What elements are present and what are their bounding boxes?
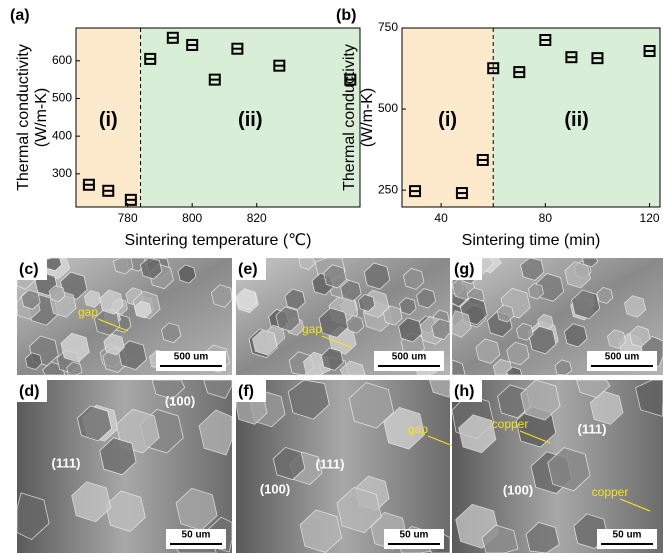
scale-label: 500 um: [605, 352, 640, 363]
region-label: (i): [438, 109, 457, 131]
panel-label: (e): [238, 261, 258, 278]
y-tick-label: 500: [52, 91, 72, 105]
y-axis-label: (W/m-K): [33, 88, 50, 148]
micrograph: [17, 380, 232, 553]
panel-label: (g): [454, 261, 474, 278]
y-tick-label: 750: [378, 20, 398, 34]
y-tick-label: 250: [378, 182, 398, 196]
panel-label: (h): [454, 383, 474, 400]
y-tick-label: 600: [52, 53, 72, 67]
annotation: (111): [316, 456, 345, 471]
y-tick-label: 400: [52, 128, 72, 142]
scale-label: 50 um: [182, 530, 211, 541]
x-axis-label: Sintering time (min): [462, 232, 601, 249]
annotation: copper: [592, 485, 629, 499]
annotation: gap: [78, 305, 98, 319]
annotation: (111): [578, 421, 607, 436]
scale-label: 50 um: [613, 530, 642, 541]
region-label: (i): [99, 109, 118, 131]
x-tick-label: 40: [434, 211, 448, 225]
micrograph: [452, 380, 663, 553]
panel-label: (b): [336, 7, 356, 24]
x-axis-label: Sintering temperature (℃): [125, 232, 312, 249]
y-tick-label: 300: [52, 166, 72, 180]
panel-label: (c): [19, 261, 39, 278]
annotation: gap: [408, 422, 428, 436]
panel-label: (f): [238, 383, 254, 400]
annotation: copper: [492, 417, 529, 431]
scale-label: 500 um: [392, 352, 427, 363]
x-tick-label: 80: [539, 211, 553, 225]
x-tick-label: 800: [182, 211, 202, 225]
annotation: (100): [503, 482, 533, 497]
annotation: (100): [260, 481, 290, 496]
scale-label: 500 um: [174, 352, 209, 363]
micrograph: [236, 380, 458, 553]
region-label: (ii): [564, 109, 588, 131]
x-tick-label: 780: [118, 211, 138, 225]
y-axis-label: (W/m-K): [359, 88, 376, 148]
annotation: (111): [52, 455, 81, 470]
y-axis-label: Thermal conductivity: [15, 44, 32, 191]
y-axis-label: Thermal conductivity: [341, 44, 358, 191]
scale-label: 50 um: [400, 530, 429, 541]
annotation: gap: [302, 322, 322, 336]
x-tick-label: 120: [640, 211, 660, 225]
annotation: (100): [165, 393, 195, 408]
region-label: (ii): [238, 109, 262, 131]
y-tick-label: 500: [378, 101, 398, 115]
panel-label: (d): [19, 383, 39, 400]
figure: (i) (ii) 780 800 820 300 400 500 600 Sintering te…: [0, 0, 663, 553]
panel-label: (a): [10, 7, 30, 24]
x-tick-label: 820: [247, 211, 267, 225]
